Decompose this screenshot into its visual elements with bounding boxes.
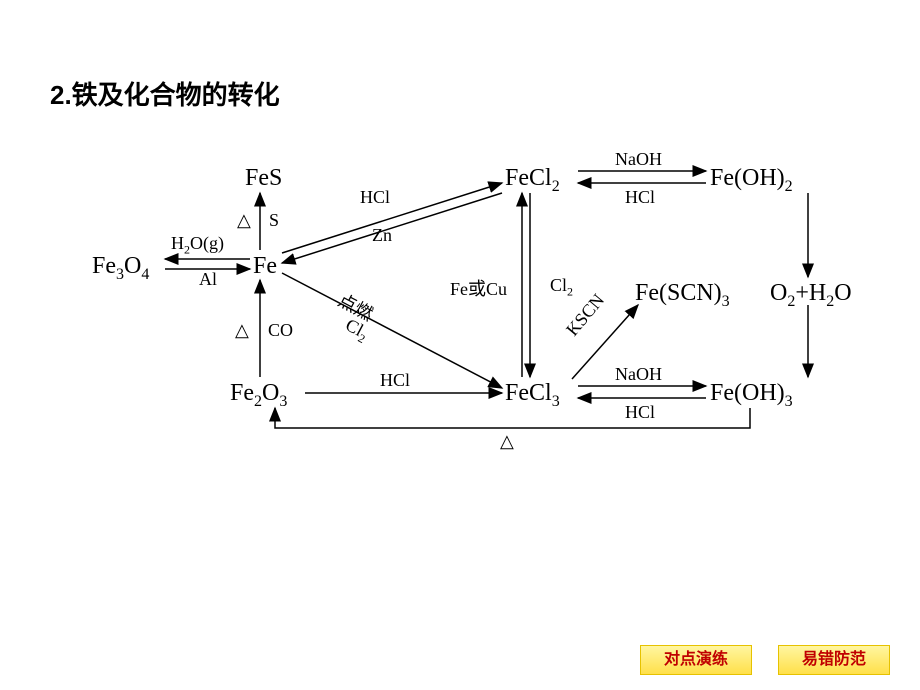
edge-fe-fecl2 [282, 183, 502, 253]
edge-feoh3-fe2o3 [275, 408, 750, 428]
node-feoh3: Fe(OH)3 [710, 380, 793, 411]
edge-label-fe-fe3o4-l1: H2O(g) [171, 233, 224, 258]
node-fescn3: Fe(SCN)3 [635, 280, 730, 311]
edge-label-fecl2-fecl3-a-l1: Cl2 [550, 275, 573, 300]
page-title: 2.铁及化合物的转化 [50, 75, 280, 112]
practice-button[interactable]: 对点演练 [640, 645, 752, 675]
edge-label-feoh3-fecl3-l1: HCl [625, 402, 655, 423]
node-o2h2o: O2+H2O [770, 280, 852, 311]
edge-label-fe2o3-fe-l1: △ [235, 320, 249, 341]
edge-label-feoh3-fe2o3-l1: △ [500, 431, 514, 452]
edge-label-feoh2-fecl2-l1: HCl [625, 187, 655, 208]
edge-label-fe-fe3o4-l2: Al [199, 269, 217, 290]
edge-label-fecl3-fecl2-a-l1: Fe或Cu [450, 275, 507, 301]
edge-label-fe2o3-fecl3-l1: HCl [380, 370, 410, 391]
edge-label-fe-fes-l1: △ [237, 210, 251, 231]
node-fecl2: FeCl2 [505, 165, 560, 196]
edge-label-fe-fes-l2: S [269, 210, 279, 231]
edge-label-fecl3-feoh3-l1: NaOH [615, 364, 662, 385]
edge-label-fecl2-fe-l1: Zn [372, 225, 392, 246]
node-fe2o3: Fe2O3 [230, 380, 287, 411]
node-fe3o4: Fe3O4 [92, 253, 149, 284]
edge-fecl2-fe [282, 193, 502, 263]
mistakes-button[interactable]: 易错防范 [778, 645, 890, 675]
edge-label-fe-fecl2-l1: HCl [360, 187, 390, 208]
node-fecl3: FeCl3 [505, 380, 560, 411]
edge-label-fe2o3-fe-l2: CO [268, 320, 293, 341]
edge-label-fecl2-feoh2-l1: NaOH [615, 149, 662, 170]
node-fes: FeS [245, 165, 282, 192]
node-fe: Fe [253, 253, 277, 280]
reaction-diagram: Fe3O4 FeS Fe Fe2O3 FeCl2 FeCl3 Fe(OH)2 Fe(OH)3 F… [50, 145, 870, 465]
node-feoh2: Fe(OH)2 [710, 165, 793, 196]
